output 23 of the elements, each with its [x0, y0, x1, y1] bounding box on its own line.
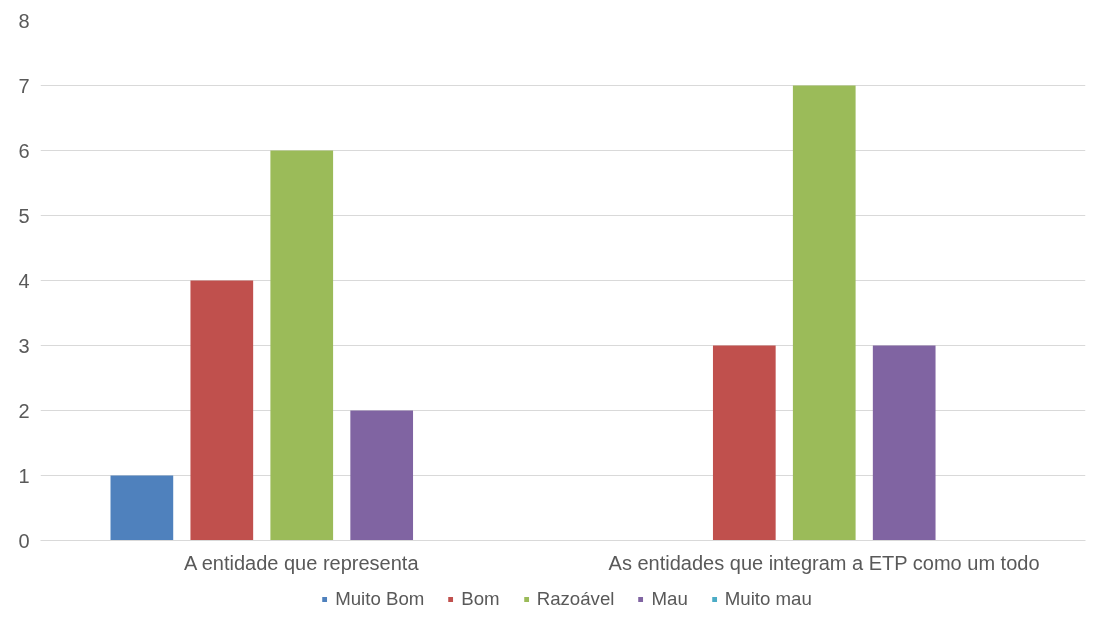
- y-tick-label: 7: [18, 74, 30, 97]
- legend-label: Muito mau: [724, 587, 812, 610]
- legend-label: Muito Bom: [335, 587, 425, 610]
- y-tick-label: 4: [18, 269, 30, 292]
- bar: [270, 150, 334, 541]
- bar: [792, 85, 856, 541]
- y-tick-label: 1: [18, 464, 30, 487]
- y-tick-label: 0: [18, 529, 30, 552]
- y-tick-label: 8: [18, 9, 30, 32]
- bar: [350, 410, 414, 541]
- bar: [872, 345, 936, 541]
- bar: [190, 280, 254, 541]
- x-tick-label: As entidades que integram a ETP como um todo: [608, 551, 1040, 574]
- legend-label: Mau: [651, 587, 688, 610]
- y-tick-label: 3: [18, 334, 30, 357]
- legend-label: Bom: [461, 587, 500, 610]
- x-tick-label: A entidade que representa: [183, 551, 420, 574]
- y-tick-label: 5: [18, 204, 30, 227]
- legend-label: Razoável: [536, 587, 615, 610]
- bar: [110, 475, 174, 541]
- y-tick-label: 2: [18, 399, 30, 422]
- y-tick-label: 6: [18, 139, 30, 162]
- bar: [712, 345, 776, 541]
